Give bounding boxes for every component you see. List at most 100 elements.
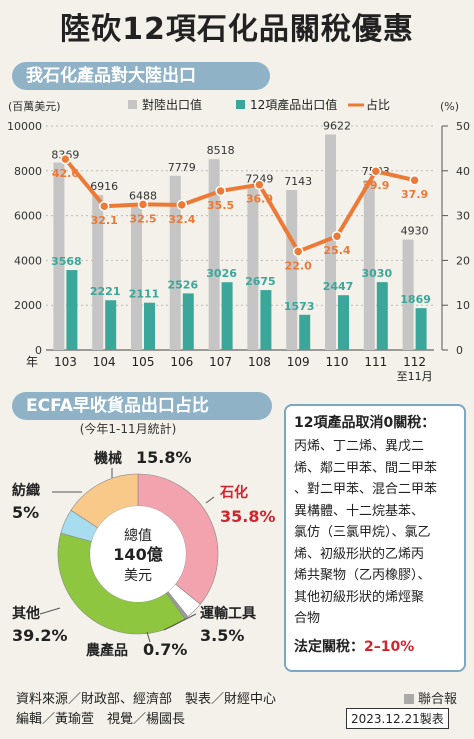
line-share bbox=[63, 157, 416, 254]
x-tick-label: 111 bbox=[364, 355, 387, 369]
line-point bbox=[60, 153, 71, 165]
bar-value-label: 4930 bbox=[401, 225, 429, 238]
x-last-sub-label: 至11月 bbox=[397, 370, 433, 383]
bar-value-label: 2447 bbox=[323, 280, 354, 293]
donut-hole bbox=[90, 506, 186, 602]
editor-line: 編輯／黃瑜萱 視覺／楊國長 bbox=[16, 712, 186, 727]
line-value-label: 35.5 bbox=[207, 199, 234, 212]
line-value-label: 37.9 bbox=[401, 188, 428, 201]
product-list-line: 氯仿（三氯甲烷）、氯乙 bbox=[294, 525, 431, 540]
source-line: 資料來源／財政部、經濟部 製表／財經中心 bbox=[16, 692, 277, 707]
bar-value-label: 6916 bbox=[90, 180, 118, 193]
line-value-label: 32.4 bbox=[168, 213, 195, 226]
x-tick-label: 103 bbox=[54, 355, 77, 369]
product-list-line: 、對二甲苯、混合二甲苯 bbox=[294, 482, 438, 497]
bar-12-products bbox=[338, 295, 349, 350]
bar-value-label: 2675 bbox=[245, 275, 276, 288]
bar-value-label: 2526 bbox=[167, 278, 198, 291]
pie-slice-value: 3.5% bbox=[200, 626, 244, 645]
line-value-label: 42.6 bbox=[52, 167, 79, 180]
bar-export-total bbox=[92, 195, 104, 350]
bar-export-total bbox=[402, 239, 414, 350]
bar-export-total bbox=[208, 159, 220, 350]
bar-12-products bbox=[299, 314, 311, 350]
line-point bbox=[370, 165, 382, 177]
bar-value-label: 3030 bbox=[361, 267, 392, 280]
bar-value-label: 7249 bbox=[245, 173, 273, 186]
bar-value-label: 7143 bbox=[284, 175, 312, 188]
x-tick-label: 110 bbox=[326, 355, 349, 369]
legend-label: 12項產品出口值 bbox=[250, 97, 337, 112]
bar-12-products bbox=[221, 282, 233, 350]
product-list-line: 異構體、十二烷基苯、 bbox=[294, 503, 425, 519]
publisher-square-icon bbox=[404, 694, 414, 704]
tariff-value: 2–10% bbox=[364, 638, 415, 655]
x-tick-label: 108 bbox=[248, 355, 271, 369]
pie-subtitle: (今年1-11月統計) bbox=[80, 421, 177, 436]
legend-label: 對陸出口值 bbox=[142, 97, 202, 112]
line-value-label: 32.5 bbox=[129, 212, 156, 225]
y2-tick-label: 30 bbox=[456, 210, 470, 223]
bar-value-label: 3568 bbox=[51, 255, 82, 268]
product-list-line: 合物 bbox=[294, 611, 321, 626]
product-list-line: 烯共聚物（乙丙橡膠）、 bbox=[294, 568, 431, 583]
bar-12-products bbox=[66, 270, 78, 350]
x-tick-label: 104 bbox=[93, 355, 116, 369]
bar-export-total bbox=[131, 204, 142, 350]
pie-slice-label: 運輸工具 bbox=[200, 605, 256, 622]
y-axis-unit: (百萬美元) bbox=[8, 100, 61, 113]
pie-center-unit: 美元 bbox=[124, 568, 152, 584]
pie-leader-line bbox=[146, 631, 151, 643]
x-tick-label: 109 bbox=[287, 355, 310, 369]
bar-value-label: 1573 bbox=[284, 300, 315, 313]
product-list-line: 烯、初級形狀的乙烯丙 bbox=[294, 546, 425, 562]
y-tick-label: 8000 bbox=[14, 165, 42, 178]
bar-12-products bbox=[376, 282, 388, 350]
y-tick-label: 4000 bbox=[14, 254, 42, 267]
product-list: 丙烯、丁二烯、異戊二 烯、鄰二甲苯、間二甲苯 、對二甲苯、混合二甲苯 異構體、十二烷基… bbox=[294, 436, 458, 630]
pie-slice-label: 農產品 bbox=[86, 642, 128, 659]
product-list-line: 其他初級形狀的烯烴聚 bbox=[294, 589, 425, 605]
y2-tick-label: 0 bbox=[456, 344, 463, 357]
legend-label: 占比 bbox=[366, 97, 390, 112]
y-tick-label: 2000 bbox=[14, 299, 42, 312]
bar-12-products bbox=[415, 308, 427, 350]
legend-swatch bbox=[128, 100, 137, 109]
y2-axis-unit: (%) bbox=[440, 100, 459, 113]
y-tick-label: 6000 bbox=[14, 210, 42, 223]
bar-value-label: 7779 bbox=[168, 161, 196, 174]
pie-slice-value: 5% bbox=[12, 503, 39, 522]
line-point bbox=[137, 199, 149, 210]
bar-12-products bbox=[182, 293, 194, 350]
bar-value-label: 2221 bbox=[90, 285, 121, 298]
pie-slice bbox=[57, 532, 186, 635]
pie-slice-value: 15.8% bbox=[136, 448, 192, 467]
bar-12-products bbox=[260, 290, 272, 350]
pie-leader-line bbox=[39, 607, 61, 615]
tariff-info-box: 12項產品取消0關稅： 丙烯、丁二烯、異戊二 烯、鄰二甲苯、間二甲苯 、對二甲苯、混… bbox=[284, 404, 466, 672]
pie-center-value: 140億 bbox=[113, 545, 162, 564]
tariff-line: 法定關稅：2–10% bbox=[294, 636, 458, 656]
line-point bbox=[254, 179, 265, 190]
bar-12-products bbox=[105, 300, 117, 350]
bar-export-total bbox=[286, 189, 298, 350]
y2-tick-label: 40 bbox=[456, 165, 470, 178]
bar-value-label: 8518 bbox=[207, 144, 235, 157]
bar-value-label: 6488 bbox=[129, 190, 157, 203]
line-point bbox=[98, 200, 110, 212]
pie-slice-value: 39.2% bbox=[12, 626, 68, 645]
bar-value-label: 2111 bbox=[129, 288, 160, 301]
y-tick-label: 10000 bbox=[7, 120, 42, 133]
page-title: 陸砍12項石化品關稅優惠 bbox=[60, 12, 414, 47]
y2-tick-label: 20 bbox=[456, 254, 470, 267]
legend-swatch bbox=[236, 100, 245, 109]
publisher-tag: 聯合報 bbox=[404, 688, 457, 707]
export-bar-line-chart: 0 2000 4000 6000 8000 10000 0 10 20 30 40 50 (百萬美元) (… bbox=[7, 97, 470, 383]
pie-center-label: 總值 bbox=[124, 527, 152, 544]
pie-leader-line bbox=[163, 613, 197, 631]
date-stamp: 2023.12.21製表 bbox=[346, 708, 449, 729]
x-tick-label: 106 bbox=[170, 355, 193, 369]
bar-value-label: 3026 bbox=[206, 267, 237, 280]
line-point bbox=[215, 185, 226, 197]
y-tick-label: 0 bbox=[35, 344, 42, 357]
